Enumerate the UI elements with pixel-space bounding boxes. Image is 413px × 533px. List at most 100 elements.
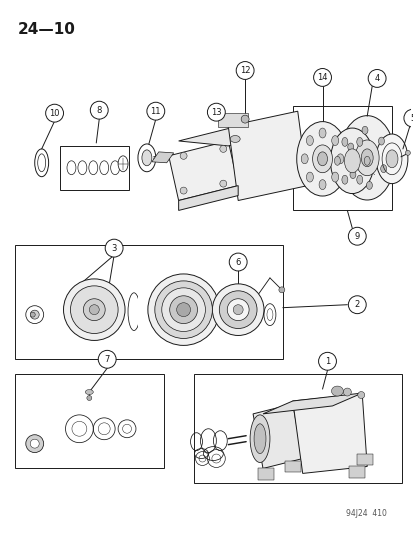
Ellipse shape bbox=[354, 140, 378, 176]
Ellipse shape bbox=[26, 435, 43, 453]
Ellipse shape bbox=[212, 284, 263, 335]
Ellipse shape bbox=[334, 156, 339, 165]
Ellipse shape bbox=[336, 154, 343, 164]
Ellipse shape bbox=[301, 154, 307, 164]
Ellipse shape bbox=[83, 299, 105, 320]
Ellipse shape bbox=[142, 150, 152, 166]
Text: 6: 6 bbox=[235, 257, 240, 266]
Ellipse shape bbox=[339, 116, 394, 200]
Ellipse shape bbox=[254, 424, 265, 454]
Ellipse shape bbox=[375, 134, 407, 184]
Ellipse shape bbox=[118, 156, 128, 172]
Ellipse shape bbox=[356, 175, 362, 184]
Ellipse shape bbox=[380, 165, 386, 173]
Ellipse shape bbox=[138, 144, 155, 172]
Bar bbox=[15, 245, 282, 359]
Bar bbox=[15, 374, 164, 469]
Ellipse shape bbox=[35, 149, 48, 176]
Ellipse shape bbox=[361, 149, 372, 167]
Polygon shape bbox=[169, 141, 237, 200]
Ellipse shape bbox=[312, 145, 332, 173]
Text: 5: 5 bbox=[409, 114, 413, 123]
Ellipse shape bbox=[249, 415, 269, 463]
Text: 7: 7 bbox=[104, 355, 109, 364]
Ellipse shape bbox=[70, 286, 118, 334]
Polygon shape bbox=[178, 185, 237, 211]
Ellipse shape bbox=[363, 156, 369, 165]
Ellipse shape bbox=[63, 279, 125, 341]
Bar bbox=[59, 146, 129, 190]
Ellipse shape bbox=[331, 135, 338, 146]
Ellipse shape bbox=[233, 305, 242, 314]
Circle shape bbox=[236, 61, 254, 79]
Ellipse shape bbox=[349, 171, 355, 179]
Text: 1: 1 bbox=[324, 357, 329, 366]
Ellipse shape bbox=[67, 161, 76, 175]
Ellipse shape bbox=[26, 306, 43, 324]
Ellipse shape bbox=[38, 154, 45, 172]
Polygon shape bbox=[178, 126, 287, 146]
Bar bbox=[356, 454, 372, 465]
Text: 11: 11 bbox=[150, 107, 161, 116]
Text: 4: 4 bbox=[374, 74, 379, 83]
Ellipse shape bbox=[306, 172, 313, 182]
Ellipse shape bbox=[30, 310, 39, 319]
Text: 3: 3 bbox=[111, 244, 116, 253]
Text: 14: 14 bbox=[316, 73, 327, 82]
Ellipse shape bbox=[89, 161, 97, 175]
Ellipse shape bbox=[366, 181, 371, 189]
Ellipse shape bbox=[161, 288, 205, 332]
Ellipse shape bbox=[30, 439, 39, 448]
Circle shape bbox=[313, 69, 331, 86]
Bar bbox=[284, 461, 300, 472]
Circle shape bbox=[403, 109, 413, 127]
Ellipse shape bbox=[404, 150, 409, 155]
Ellipse shape bbox=[219, 146, 226, 152]
Polygon shape bbox=[152, 152, 173, 163]
Ellipse shape bbox=[347, 143, 353, 151]
Bar bbox=[257, 469, 273, 480]
Ellipse shape bbox=[296, 122, 347, 196]
Circle shape bbox=[318, 352, 336, 370]
Circle shape bbox=[90, 101, 108, 119]
Ellipse shape bbox=[30, 312, 35, 317]
Bar bbox=[193, 374, 401, 483]
Circle shape bbox=[45, 104, 63, 122]
Ellipse shape bbox=[306, 135, 313, 146]
Ellipse shape bbox=[147, 274, 219, 345]
Circle shape bbox=[229, 253, 247, 271]
Text: 8: 8 bbox=[96, 106, 102, 115]
Ellipse shape bbox=[154, 281, 212, 338]
Ellipse shape bbox=[318, 128, 325, 138]
Polygon shape bbox=[228, 111, 307, 200]
Ellipse shape bbox=[356, 138, 362, 147]
Ellipse shape bbox=[331, 172, 338, 182]
Text: 2: 2 bbox=[354, 300, 359, 309]
Ellipse shape bbox=[89, 305, 99, 314]
Text: 10: 10 bbox=[49, 109, 60, 118]
Ellipse shape bbox=[357, 392, 364, 399]
Circle shape bbox=[207, 103, 225, 121]
Ellipse shape bbox=[85, 390, 93, 394]
Ellipse shape bbox=[342, 388, 351, 396]
Ellipse shape bbox=[330, 128, 373, 193]
Ellipse shape bbox=[110, 161, 119, 175]
Ellipse shape bbox=[219, 291, 256, 328]
Ellipse shape bbox=[87, 395, 92, 400]
Text: 9: 9 bbox=[354, 232, 359, 241]
Ellipse shape bbox=[219, 180, 226, 187]
Polygon shape bbox=[262, 393, 361, 414]
Text: 12: 12 bbox=[239, 66, 250, 75]
Polygon shape bbox=[252, 404, 302, 469]
Ellipse shape bbox=[278, 287, 284, 293]
Ellipse shape bbox=[180, 187, 187, 194]
Bar bbox=[138, 292, 144, 332]
Ellipse shape bbox=[318, 180, 325, 190]
Bar bbox=[349, 466, 364, 479]
Ellipse shape bbox=[317, 152, 327, 166]
Ellipse shape bbox=[180, 152, 187, 159]
Ellipse shape bbox=[241, 115, 249, 123]
Text: 24—10: 24—10 bbox=[18, 22, 76, 37]
Ellipse shape bbox=[341, 138, 347, 147]
Circle shape bbox=[147, 102, 164, 120]
